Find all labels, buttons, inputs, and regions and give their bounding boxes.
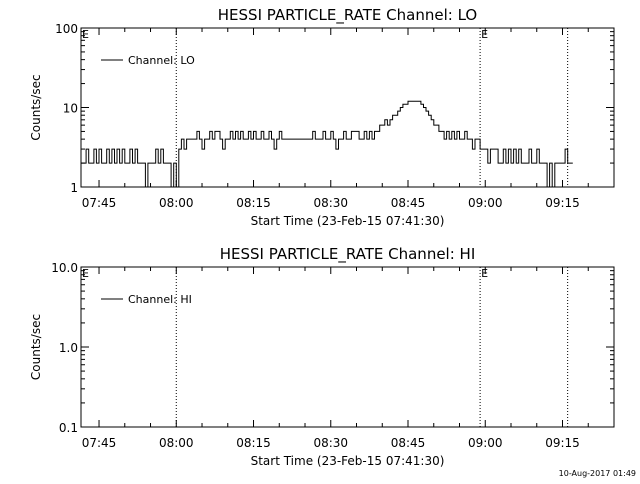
x-tick-label-hi: 08:30: [313, 436, 348, 450]
plot-timestamp: 10-Aug-2017 01:49: [558, 469, 636, 478]
x-tick-label-hi: 09:15: [545, 436, 580, 450]
x-tick-label-hi: 08:45: [391, 436, 426, 450]
y-tick-label-lo: 1: [70, 181, 78, 195]
x-tick-label-hi: 08:00: [159, 436, 194, 450]
y-tick-label-lo: 10: [63, 102, 78, 116]
chart-title-lo: HESSI PARTICLE_RATE Channel: LO: [218, 6, 477, 25]
x-tick-label-hi: 09:00: [468, 436, 503, 450]
y-axis-label-lo: Counts/sec: [29, 74, 43, 140]
y-tick-label-hi: 10.0: [51, 261, 78, 275]
y-tick-label-lo: 100: [55, 22, 78, 36]
series-line-lo: [81, 100, 573, 188]
x-axis-label-hi: Start Time (23-Feb-15 07:41:30): [251, 454, 445, 468]
x-tick-label-lo: 08:45: [391, 196, 426, 210]
y-tick-label-hi: 0.1: [59, 421, 78, 435]
x-tick-label-lo: 07:45: [82, 196, 117, 210]
event-marker-label-hi: E: [82, 267, 89, 280]
y-tick-label-hi: 1.0: [59, 341, 78, 355]
y-axis-label-hi: Counts/sec: [29, 314, 43, 380]
plot-frame-hi: [80, 266, 615, 428]
event-marker-label-lo: E: [82, 28, 89, 41]
legend-label-hi: Channel: HI: [128, 293, 192, 306]
x-tick-label-lo: 09:00: [468, 196, 503, 210]
chart-title-hi: HESSI PARTICLE_RATE Channel: HI: [220, 245, 476, 264]
legend-label-lo: Channel: LO: [128, 54, 195, 67]
event-marker-label-lo: E: [481, 28, 488, 41]
x-tick-label-lo: 08:30: [313, 196, 348, 210]
x-tick-label-lo: 08:15: [236, 196, 271, 210]
x-tick-label-hi: 07:45: [82, 436, 117, 450]
x-tick-label-lo: 09:15: [545, 196, 580, 210]
x-tick-label-hi: 08:15: [236, 436, 271, 450]
x-tick-label-lo: 08:00: [159, 196, 194, 210]
x-axis-label-lo: Start Time (23-Feb-15 07:41:30): [251, 214, 445, 228]
event-marker-label-hi: E: [481, 267, 488, 280]
